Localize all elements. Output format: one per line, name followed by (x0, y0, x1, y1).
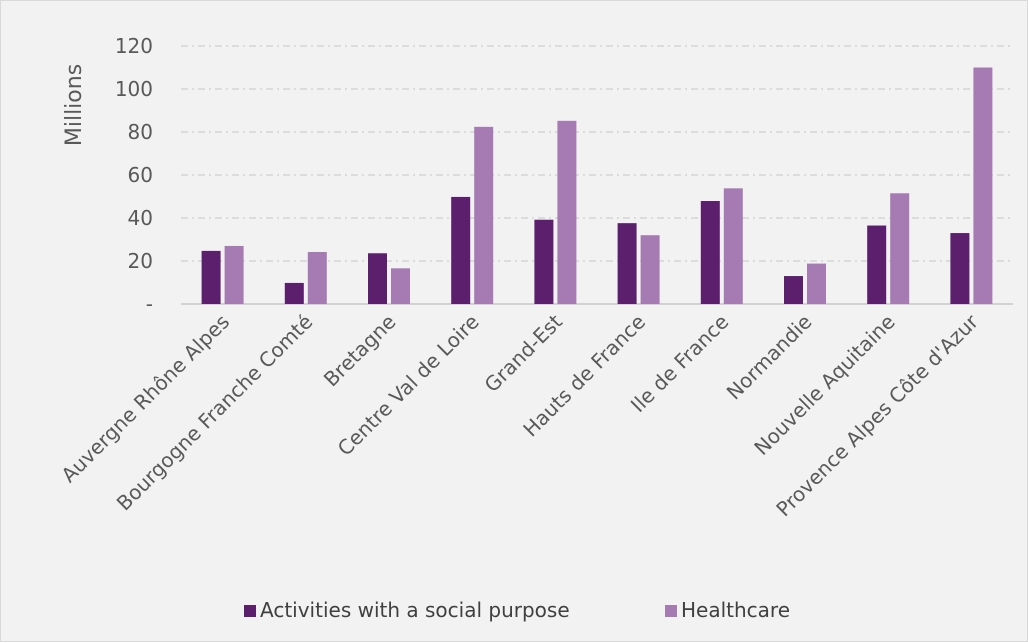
x-tick-label: Nouvelle Aquitaine (749, 310, 899, 460)
bar (307, 251, 327, 304)
y-tick-label: 20 (128, 249, 153, 273)
y-tick-label: 40 (128, 206, 153, 230)
bar (700, 201, 720, 304)
bar (368, 253, 387, 304)
bar (201, 250, 221, 304)
bar (451, 196, 471, 304)
y-tick-label: 80 (128, 120, 153, 144)
y-tick-label: - (146, 292, 153, 316)
bar (534, 219, 554, 304)
legend-label: Healthcare (681, 598, 790, 622)
legend-label: Activities with a social purpose (260, 598, 570, 622)
bar (224, 245, 244, 304)
bars (201, 67, 993, 304)
bar (890, 193, 910, 304)
bar (950, 233, 970, 304)
y-axis-label: Millions (62, 64, 87, 146)
y-tick-label: 120 (115, 34, 153, 58)
y-tick-label: 100 (115, 77, 153, 101)
x-tick-label: Centre Val de Loire (333, 310, 484, 461)
bar (784, 276, 803, 304)
legend-swatch (244, 605, 256, 617)
bar (640, 235, 660, 304)
bar (807, 263, 826, 304)
bar (557, 120, 577, 304)
y-tick-label: 60 (128, 163, 153, 187)
bar (284, 282, 304, 304)
gridlines (181, 45, 1013, 262)
x-tick-label: Grand-Est (480, 309, 567, 396)
bar (617, 223, 637, 304)
y-axis-ticks: - 20 40 60 80 100 120 (115, 34, 153, 316)
bar (723, 188, 743, 304)
x-tick-label: Bretagne (319, 310, 401, 392)
bar (474, 126, 494, 304)
x-tick-label: Auvergne Rhône Alpes (56, 310, 234, 488)
bar (973, 67, 993, 304)
legend-swatch (665, 605, 677, 617)
bar (391, 268, 410, 304)
bar (867, 225, 887, 304)
legend: Activities with a social purpose Healthca… (244, 598, 790, 622)
